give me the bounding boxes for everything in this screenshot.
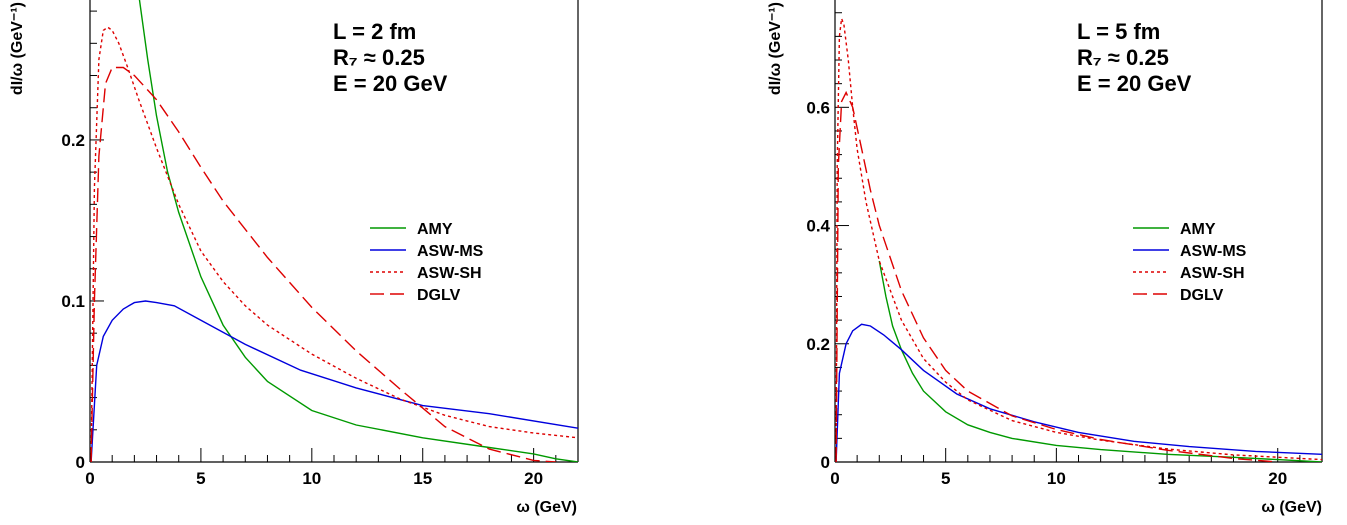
series-line-amy [878, 260, 1322, 462]
x-tick-label: 0 [85, 469, 94, 488]
annotation-text: R₇ ≈ 0.25 [1077, 45, 1169, 70]
legend-entry: AMY [1180, 221, 1216, 238]
legend-entry: DGLV [1180, 287, 1224, 304]
x-tick-label: 20 [524, 469, 543, 488]
series-line-amy [138, 0, 578, 462]
series-line-dglv [835, 90, 1278, 462]
annotation-text: L = 5 fm [1077, 19, 1160, 44]
annotation-text: L = 2 fm [333, 19, 416, 44]
y-tick-label: 0.6 [806, 98, 830, 117]
x-tick-label: 10 [1047, 469, 1066, 488]
series-line-asw-sh [90, 26, 578, 462]
x-tick-label: 20 [1268, 469, 1287, 488]
series-line-asw-ms [835, 323, 1322, 462]
legend-entry: AMY [417, 221, 453, 238]
y-tick-label: 0 [821, 453, 830, 472]
legend-entry: DGLV [417, 287, 461, 304]
x-tick-label: 10 [302, 469, 321, 488]
x-tick-label: 15 [1158, 469, 1177, 488]
x-axis-label: ω (GeV) [1261, 499, 1322, 516]
series-line-asw-ms [90, 300, 578, 462]
legend-entry: ASW-SH [417, 265, 482, 282]
legend-entry: ASW-MS [1180, 243, 1247, 260]
y-tick-label: 0.4 [806, 217, 830, 236]
chart-panel-1: 0 5 10 15 20 0 0.1 0.2 ω (GeV) dI/ω (GeV⁻¹) L = 2 … [9, 0, 579, 516]
x-tick-label: 5 [196, 469, 205, 488]
x-tick-label: 5 [941, 469, 950, 488]
series-line-dglv [90, 66, 556, 462]
y-tick-label: 0 [76, 453, 85, 472]
annotation-text: R₇ ≈ 0.25 [333, 45, 425, 70]
legend-entry: ASW-MS [417, 243, 484, 260]
x-axis-label: ω (GeV) [516, 499, 577, 516]
y-tick-label: 0.2 [61, 131, 85, 150]
y-tick-label: 0.2 [806, 335, 830, 354]
y-axis-label: dI/ω (GeV⁻¹) [9, 2, 26, 95]
legend-entry: ASW-SH [1180, 265, 1245, 282]
y-axis-label: dI/ω (GeV⁻¹) [767, 2, 784, 95]
chart-panel-2: 0 5 10 15 20 0 0.2 0.4 0.6 ω (GeV) dI/ω (GeV⁻¹) L =… [767, 0, 1323, 516]
y-tick-label: 0.1 [61, 292, 85, 311]
series-line-asw-sh [835, 18, 1322, 462]
x-tick-label: 15 [413, 469, 432, 488]
annotation-text: E = 20 GeV [333, 71, 448, 96]
x-tick-label: 0 [830, 469, 839, 488]
annotation-text: E = 20 GeV [1077, 71, 1192, 96]
